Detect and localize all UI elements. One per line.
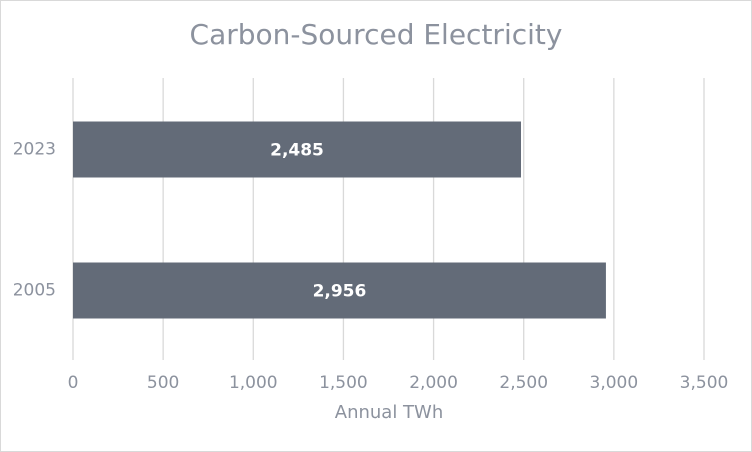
x-tick-label: 1,500 bbox=[319, 373, 368, 393]
chart-title: Carbon-Sourced Electricity bbox=[190, 18, 563, 51]
x-axis-title: Annual TWh bbox=[335, 402, 444, 423]
x-tick-label: 3,000 bbox=[590, 373, 639, 393]
data-label: 2,485 bbox=[270, 141, 324, 161]
data-label: 2,956 bbox=[313, 282, 367, 302]
x-tick-label: 2,500 bbox=[499, 373, 548, 393]
y-tick-label: 2023 bbox=[13, 140, 56, 160]
x-tick-label: 2,000 bbox=[409, 373, 458, 393]
x-tick-label: 3,500 bbox=[680, 373, 729, 393]
x-tick-label: 500 bbox=[147, 373, 179, 393]
bar bbox=[73, 262, 606, 319]
y-tick-label: 2005 bbox=[13, 281, 56, 301]
x-tick-label: 0 bbox=[68, 373, 79, 393]
x-tick-label: 1,000 bbox=[229, 373, 278, 393]
bar bbox=[73, 121, 522, 178]
